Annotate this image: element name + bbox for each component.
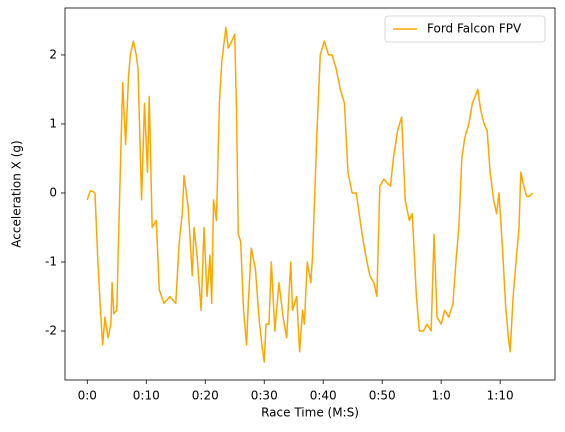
y-tick-label: 1	[49, 116, 57, 130]
x-tick-label: 0:30	[251, 389, 278, 403]
x-tick-label: 0:50	[369, 389, 396, 403]
legend-box	[384, 15, 546, 43]
y-tick-label: 2	[49, 47, 57, 61]
x-tick-label: 0:10	[133, 389, 160, 403]
x-tick-label: 1:0	[432, 389, 451, 403]
data-line	[86, 26, 534, 363]
x-tick-label: 0:40	[310, 389, 337, 403]
y-tick-label: 0	[49, 185, 57, 199]
y-axis-label: Acceleration X (g)	[10, 140, 24, 247]
x-tick-label: 0:0	[78, 389, 97, 403]
x-tick-label: 0:20	[192, 389, 219, 403]
y-tick-label: -1	[45, 254, 57, 268]
x-tick-label: 1:10	[487, 389, 514, 403]
x-axis-label: Race Time (M:S)	[261, 406, 359, 420]
axes-frame	[64, 7, 556, 381]
legend-label: Ford Falcon FPV	[427, 22, 522, 36]
y-tick-label: -2	[45, 323, 57, 337]
